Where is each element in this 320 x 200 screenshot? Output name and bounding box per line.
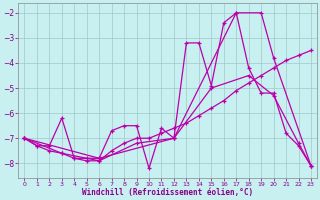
X-axis label: Windchill (Refroidissement éolien,°C): Windchill (Refroidissement éolien,°C): [82, 188, 253, 197]
